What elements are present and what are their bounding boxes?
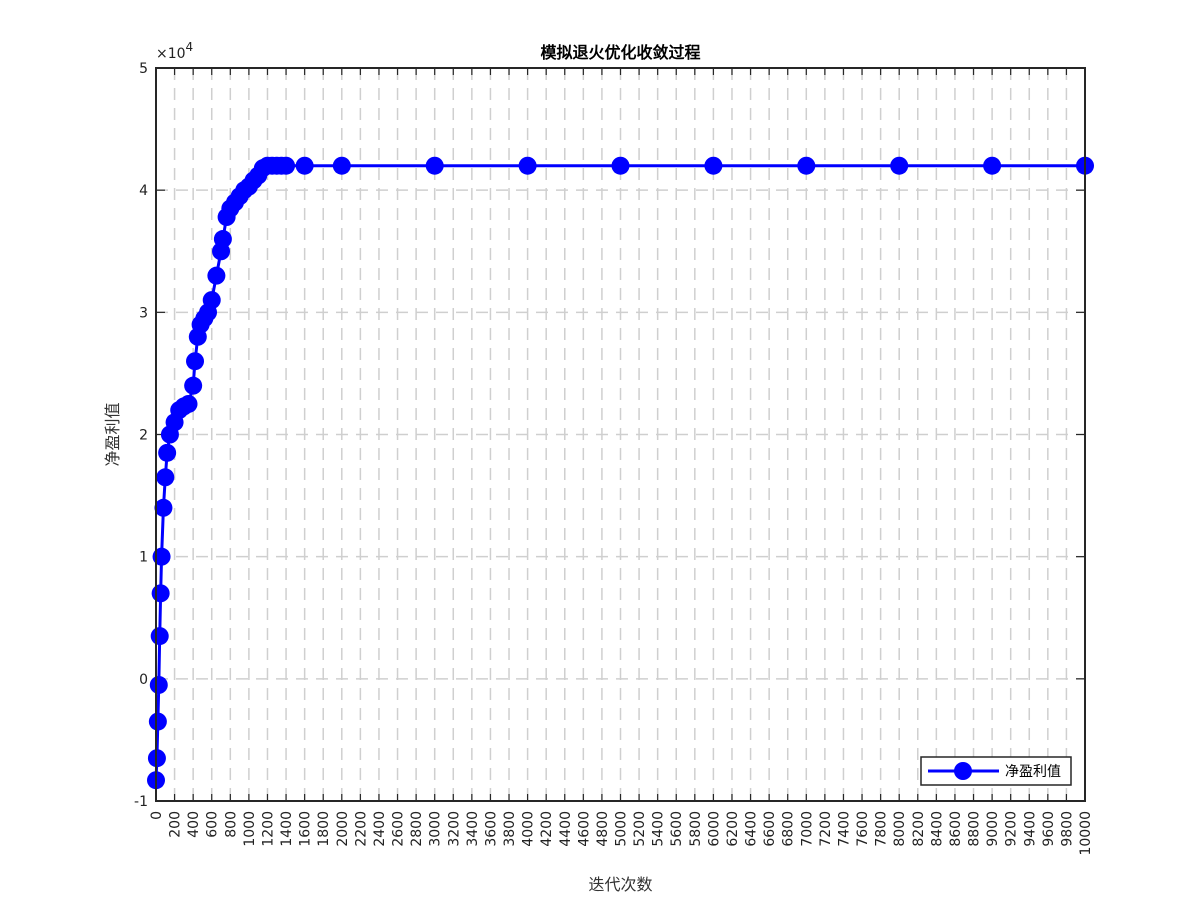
- x-tick-label: 10000: [1078, 811, 1094, 856]
- x-tick-label: 4000: [521, 811, 537, 847]
- series-layer: [147, 156, 1094, 790]
- data-point: [149, 675, 168, 694]
- x-tick-label: 6400: [744, 811, 760, 847]
- data-point: [611, 156, 630, 175]
- y-axis-multiplier-exponent: 4: [186, 40, 194, 54]
- y-tick-label: 4: [139, 183, 148, 199]
- x-axis-label: 迭代次数: [588, 875, 652, 894]
- x-tick-label: 8200: [911, 811, 927, 847]
- data-point: [156, 468, 175, 487]
- x-tick-label: 8800: [967, 811, 983, 847]
- data-point: [425, 156, 444, 175]
- x-tick-label: 5200: [632, 811, 648, 847]
- x-tick-label: 7400: [836, 811, 852, 847]
- x-tick-label: 4600: [576, 811, 592, 847]
- x-tick-label: 8600: [948, 811, 964, 847]
- x-tick-label: 2800: [409, 811, 425, 847]
- y-tick-label: 3: [139, 305, 148, 321]
- x-tick-label: 2000: [335, 811, 351, 847]
- x-tick-label: 4200: [539, 811, 555, 847]
- x-tick-label: 8400: [929, 811, 945, 847]
- x-tick-label: 1400: [279, 811, 295, 847]
- data-point: [150, 627, 169, 646]
- x-tick-label: 2600: [391, 811, 407, 847]
- x-tick-label: 7600: [855, 811, 871, 847]
- x-tick-label: 7000: [799, 811, 815, 847]
- data-point: [890, 156, 909, 175]
- chart-title: 模拟退火优化收敛过程: [540, 43, 700, 62]
- axis-ticks: 0 200 400 600 800 1000 1200 1400 1600 1800 2000 220…: [134, 61, 1094, 856]
- data-point: [154, 498, 173, 517]
- data-point: [277, 156, 296, 175]
- y-axis-multiplier-base: ×10: [156, 46, 186, 62]
- grid-lines: [156, 68, 1085, 801]
- x-tick-label: 400: [186, 811, 202, 838]
- data-point: [179, 394, 198, 413]
- x-tick-label: 7200: [818, 811, 834, 847]
- legend-entry-label: 净盈利值: [1005, 764, 1061, 780]
- legend: 净盈利值: [920, 756, 1072, 786]
- data-point: [186, 352, 205, 371]
- x-tick-label: 1600: [298, 811, 314, 847]
- x-tick-label: 9600: [1041, 811, 1057, 847]
- x-tick-label: 5600: [669, 811, 685, 847]
- data-point: [704, 156, 723, 175]
- x-tick-label: 3600: [483, 811, 499, 847]
- data-point: [213, 230, 232, 249]
- x-tick-label: 5400: [651, 811, 667, 847]
- x-tick-label: 9200: [1004, 811, 1020, 847]
- x-tick-label: 3000: [428, 811, 444, 847]
- x-tick-label: 5800: [688, 811, 704, 847]
- data-point: [518, 156, 537, 175]
- x-tick-label: 5000: [614, 811, 630, 847]
- data-point: [797, 156, 816, 175]
- x-tick-label: 8000: [892, 811, 908, 847]
- legend-marker-swatch: [954, 762, 972, 780]
- data-point: [207, 266, 226, 285]
- plot-frame: [155, 67, 1086, 802]
- x-tick-label: 6200: [725, 811, 741, 847]
- x-tick-label: 3200: [446, 811, 462, 847]
- data-point: [332, 156, 351, 175]
- data-point: [184, 376, 203, 395]
- y-tick-label: 1: [139, 550, 148, 566]
- y-axis-multiplier: ×104: [156, 40, 193, 62]
- x-tick-label: 7800: [874, 811, 890, 847]
- x-tick-label: 200: [168, 811, 184, 838]
- y-tick-label: -1: [134, 794, 148, 810]
- data-point: [151, 584, 170, 603]
- x-tick-label: 4400: [558, 811, 574, 847]
- x-tick-label: 3800: [502, 811, 518, 847]
- x-tick-label: 1000: [242, 811, 258, 847]
- data-point: [158, 443, 177, 462]
- x-tick-label: 600: [205, 811, 221, 838]
- x-tick-label: 0: [149, 811, 165, 820]
- x-tick-label: 9000: [985, 811, 1001, 847]
- data-point: [295, 156, 314, 175]
- data-point: [983, 156, 1002, 175]
- x-tick-label: 6600: [762, 811, 778, 847]
- data-point: [202, 291, 221, 310]
- x-tick-label: 1800: [316, 811, 332, 847]
- x-tick-label: 800: [223, 811, 239, 838]
- y-tick-label: 0: [139, 672, 148, 688]
- x-tick-label: 6000: [706, 811, 722, 847]
- y-tick-label: 5: [139, 61, 148, 77]
- x-tick-label: 1200: [260, 811, 276, 847]
- x-tick-label: 9800: [1059, 811, 1075, 847]
- x-tick-label: 4800: [595, 811, 611, 847]
- data-point: [152, 547, 171, 566]
- x-tick-label: 3400: [465, 811, 481, 847]
- x-tick-label: 6800: [781, 811, 797, 847]
- data-point: [148, 712, 167, 731]
- x-tick-label: 2400: [372, 811, 388, 847]
- x-tick-label: 9400: [1022, 811, 1038, 847]
- x-tick-label: 2200: [353, 811, 369, 847]
- y-axis-label: 净盈利值: [103, 402, 122, 466]
- y-tick-label: 2: [139, 428, 148, 444]
